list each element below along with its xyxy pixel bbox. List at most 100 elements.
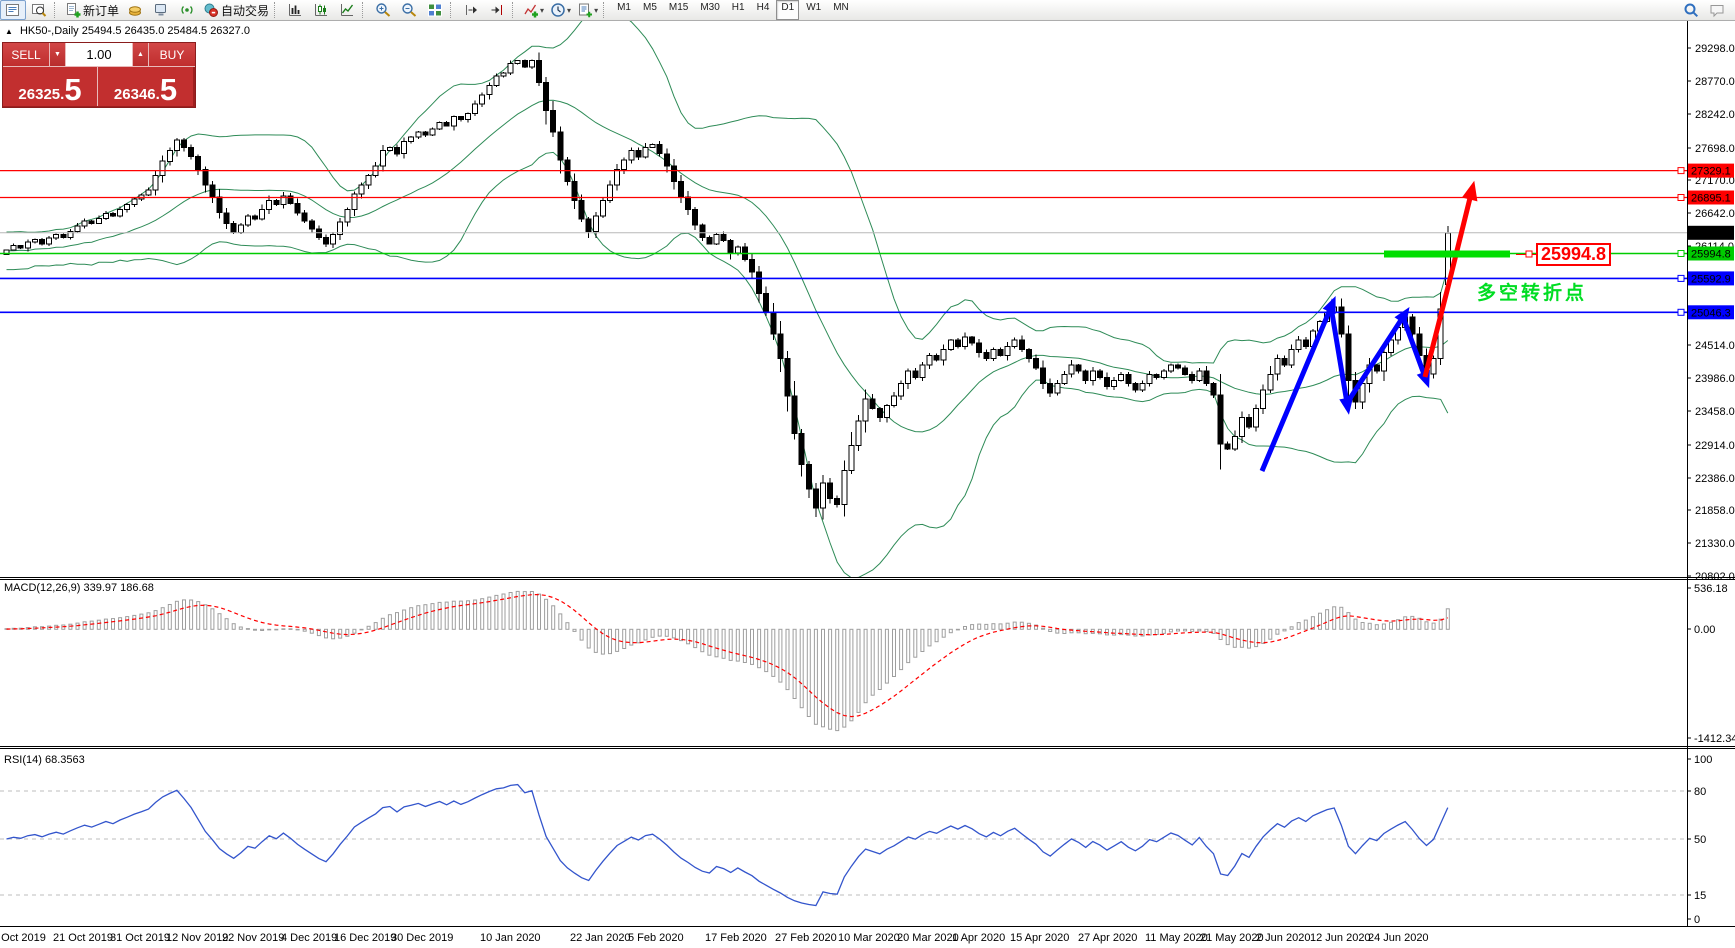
volume-input[interactable]: 1.00 <box>66 43 132 66</box>
candle-body <box>1096 370 1103 378</box>
auto-scroll-button[interactable] <box>458 0 484 20</box>
price-tick: 23458.0 <box>1695 406 1735 418</box>
volume-increase-button[interactable]: ▲ <box>132 43 149 66</box>
macd-histogram-bar <box>671 628 676 639</box>
price-tag: 27329.1 <box>1691 166 1731 178</box>
macd-histogram-bar <box>75 622 80 630</box>
line-chart-button[interactable] <box>334 0 360 20</box>
support-bar[interactable] <box>1384 250 1510 258</box>
macd-histogram-bar <box>1112 628 1117 636</box>
buy-price[interactable]: 26346. 5 <box>98 67 193 106</box>
macd-histogram-bar <box>295 628 300 631</box>
candle-body <box>805 463 812 490</box>
macd-histogram-bar <box>899 628 904 671</box>
arrowhead <box>1339 397 1354 415</box>
periods-dropdown-icon[interactable]: ▾ <box>567 5 572 15</box>
timeframe-h4-button[interactable]: H4 <box>756 2 770 13</box>
macd-histogram-bar <box>1133 628 1138 637</box>
breakout-arrow[interactable] <box>1422 193 1474 378</box>
templates-dropdown-icon[interactable]: ▾ <box>594 5 599 15</box>
candle-body <box>649 143 656 148</box>
history-center-button[interactable] <box>122 0 148 20</box>
arrowhead <box>1394 307 1410 325</box>
macd-histogram-bar <box>245 628 250 630</box>
hline-anchor[interactable] <box>1677 274 1685 282</box>
bollinger-middle <box>6 99 1449 433</box>
macd-histogram-bar <box>373 622 378 630</box>
macd-label: MACD(12,26,9) 339.97 186.68 <box>4 582 154 594</box>
templates-button[interactable]: ▾ <box>574 0 601 20</box>
terminal-icon <box>155 4 167 16</box>
candle-body <box>876 407 883 419</box>
terminal-button[interactable] <box>148 0 174 20</box>
timeframe-w1-button[interactable]: W1 <box>806 2 822 13</box>
candle-body <box>692 209 699 226</box>
chart-shift-button[interactable] <box>484 0 510 20</box>
hline-anchor[interactable] <box>1677 308 1685 316</box>
price-tag: 26327.0 <box>1691 228 1731 240</box>
macd-histogram-bar <box>409 607 414 630</box>
macd-histogram-bar <box>600 628 605 655</box>
sell-button[interactable]: SELL <box>3 43 49 66</box>
zoom-out-button[interactable] <box>396 0 422 20</box>
macd-histogram-bar <box>139 613 144 630</box>
macd-histogram-bar <box>906 628 911 664</box>
macd-histogram-bar <box>444 601 449 630</box>
candle-body <box>1430 358 1437 375</box>
volume-decrease-button[interactable]: ▼ <box>49 43 66 66</box>
candle-body <box>31 239 38 243</box>
macd-histogram-bar <box>302 628 307 632</box>
sell-price[interactable]: 26325. 5 <box>3 67 98 106</box>
candle-body <box>628 150 635 161</box>
timeframe-h1-button[interactable]: H1 <box>731 2 745 13</box>
hline-anchor[interactable] <box>1677 167 1685 175</box>
charts-list-button[interactable] <box>0 0 26 20</box>
candle-body <box>1246 417 1252 428</box>
drawing-objects[interactable] <box>1259 180 1536 472</box>
collapse-panel-icon[interactable]: ▲ <box>5 27 13 36</box>
indicators-button[interactable]: ▾ <box>520 0 547 20</box>
turning-point-text[interactable]: 多空转折点 <box>1477 283 1588 304</box>
candle-chart-button[interactable] <box>308 0 334 20</box>
candle-body <box>1075 364 1082 372</box>
candle-body <box>1082 370 1089 382</box>
candle-body <box>273 199 280 206</box>
label-anchor[interactable] <box>1525 250 1533 258</box>
candle-body <box>720 234 727 242</box>
zoom-in-button[interactable] <box>370 0 396 20</box>
periods-button[interactable]: ▾ <box>547 0 574 20</box>
macd-histogram-bar <box>111 618 115 630</box>
new-order-button[interactable]: 新订单 <box>62 0 122 20</box>
buy-button[interactable]: BUY <box>149 43 195 66</box>
candle-body <box>614 168 621 186</box>
date-label: 15 Apr 2020 <box>1010 932 1069 944</box>
indicators-dropdown-icon[interactable]: ▾ <box>540 5 545 15</box>
hline-anchor[interactable] <box>1677 194 1685 201</box>
data-window-button[interactable] <box>26 0 52 20</box>
timeframe-m30-button[interactable]: M30 <box>700 2 720 13</box>
signal-button[interactable] <box>174 0 200 20</box>
macd-histogram-bar <box>395 612 399 630</box>
search-button[interactable] <box>1678 0 1704 20</box>
timeframe-mn-button[interactable]: MN <box>833 2 849 13</box>
chat-button[interactable] <box>1704 0 1730 20</box>
price-tag: 25046.3 <box>1691 307 1731 319</box>
macd-histogram-bar <box>1154 628 1159 635</box>
candle-body <box>656 143 663 155</box>
auto-trading-button[interactable]: 自动交易 <box>200 0 272 20</box>
macd-histogram-bar <box>466 600 470 630</box>
timeframe-m15-button[interactable]: M15 <box>668 2 689 13</box>
timeframe-m5-button[interactable]: M5 <box>642 2 657 13</box>
price-label-box[interactable]: 25994.8 <box>1536 243 1611 266</box>
hline-anchor[interactable] <box>1677 250 1685 257</box>
macd-histogram-bar <box>1069 628 1074 634</box>
candle-body <box>323 237 329 245</box>
tile-windows-button[interactable] <box>422 0 448 20</box>
timeframe-d1-button[interactable]: D1 <box>776 0 800 20</box>
bar-chart-button[interactable] <box>282 0 308 20</box>
macd-histogram-bar <box>764 628 769 673</box>
macd-histogram-bar <box>189 599 194 630</box>
timeframe-m1-button[interactable]: M1 <box>617 2 631 13</box>
candle-body <box>990 348 997 360</box>
